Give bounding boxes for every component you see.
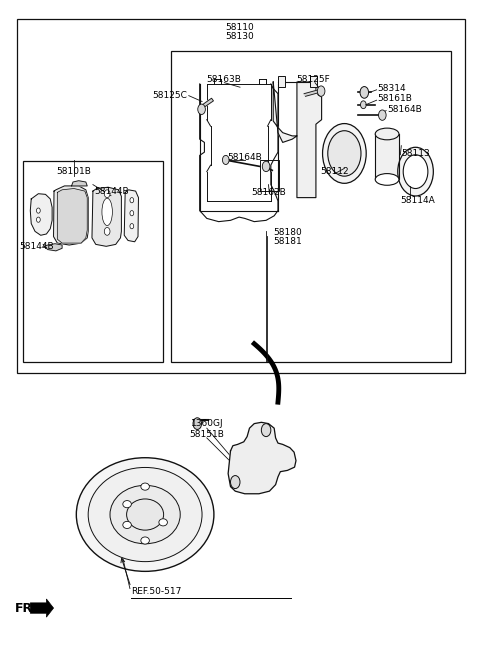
Bar <box>278 75 285 87</box>
Polygon shape <box>54 186 88 245</box>
Polygon shape <box>92 187 121 246</box>
Polygon shape <box>304 89 322 96</box>
Text: 58144B: 58144B <box>20 242 54 252</box>
Circle shape <box>193 418 202 430</box>
Circle shape <box>262 161 270 172</box>
Bar <box>17 19 466 373</box>
Bar <box>23 160 163 362</box>
Circle shape <box>360 86 369 98</box>
Ellipse shape <box>403 155 428 189</box>
Text: 58180: 58180 <box>273 227 302 236</box>
Ellipse shape <box>88 468 202 561</box>
Text: 58164B: 58164B <box>228 153 262 162</box>
Circle shape <box>104 214 110 222</box>
Circle shape <box>104 227 110 235</box>
Text: 58113: 58113 <box>401 149 430 158</box>
Polygon shape <box>30 194 52 235</box>
Polygon shape <box>228 422 296 494</box>
Circle shape <box>198 104 205 115</box>
Ellipse shape <box>102 198 112 225</box>
Text: 58110: 58110 <box>226 23 254 32</box>
Text: 58181: 58181 <box>273 236 302 246</box>
Ellipse shape <box>123 500 132 508</box>
Polygon shape <box>273 82 322 198</box>
Circle shape <box>36 217 40 222</box>
Text: 58162B: 58162B <box>251 188 286 197</box>
Circle shape <box>130 211 134 215</box>
Ellipse shape <box>141 537 149 544</box>
Text: REF.50-517: REF.50-517 <box>131 587 181 595</box>
Text: 58144B: 58144B <box>95 187 129 196</box>
Circle shape <box>104 190 110 198</box>
Ellipse shape <box>375 128 399 140</box>
Circle shape <box>104 202 110 210</box>
Ellipse shape <box>323 124 366 183</box>
Circle shape <box>230 476 240 489</box>
Circle shape <box>379 110 386 121</box>
Circle shape <box>130 223 134 229</box>
Circle shape <box>36 208 40 213</box>
Circle shape <box>130 198 134 203</box>
Ellipse shape <box>123 521 132 529</box>
Text: 58130: 58130 <box>226 32 254 41</box>
Circle shape <box>261 424 271 437</box>
Ellipse shape <box>127 499 164 530</box>
Bar <box>310 75 317 87</box>
Polygon shape <box>124 190 138 242</box>
Circle shape <box>222 155 229 164</box>
Ellipse shape <box>398 147 433 196</box>
Text: 58125F: 58125F <box>297 75 330 84</box>
Polygon shape <box>200 98 214 109</box>
Polygon shape <box>30 599 54 617</box>
Polygon shape <box>44 244 62 251</box>
Ellipse shape <box>141 483 149 490</box>
Text: 58164B: 58164B <box>387 105 422 114</box>
Circle shape <box>360 101 366 109</box>
Ellipse shape <box>328 131 361 176</box>
Text: 58314: 58314 <box>378 84 406 93</box>
Text: 58114A: 58114A <box>400 196 435 205</box>
Polygon shape <box>57 189 87 243</box>
Polygon shape <box>375 134 399 179</box>
Text: 58125C: 58125C <box>152 91 187 100</box>
Ellipse shape <box>76 458 214 571</box>
Ellipse shape <box>375 174 399 185</box>
Text: 58161B: 58161B <box>378 94 412 103</box>
Text: 58101B: 58101B <box>57 167 91 176</box>
Circle shape <box>317 86 325 96</box>
Polygon shape <box>72 181 87 186</box>
Text: 58151B: 58151B <box>189 430 224 438</box>
Ellipse shape <box>110 485 180 544</box>
Text: 58163B: 58163B <box>206 75 241 84</box>
Text: FR.: FR. <box>14 601 38 614</box>
Text: 58112: 58112 <box>321 167 349 176</box>
Bar <box>261 160 279 191</box>
Bar <box>171 52 451 362</box>
Text: 1360GJ: 1360GJ <box>191 419 223 428</box>
Ellipse shape <box>159 519 168 526</box>
